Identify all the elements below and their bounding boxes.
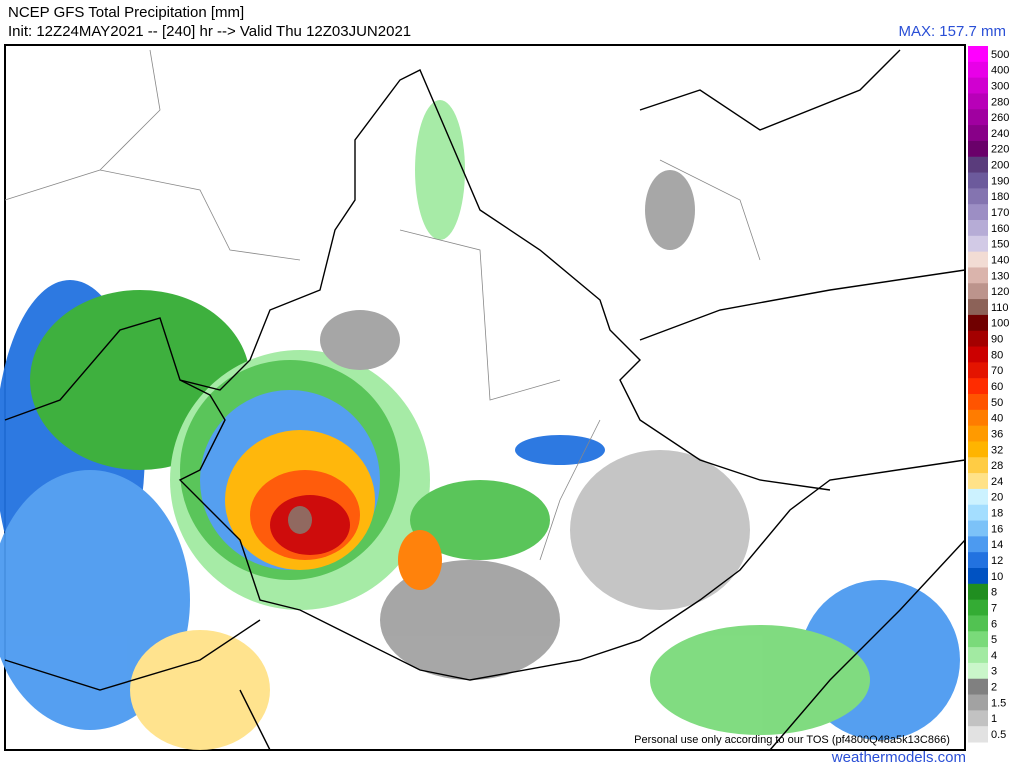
colorbar-swatch bbox=[968, 631, 988, 648]
colorbar-label: 20 bbox=[991, 492, 1003, 504]
colorbar-swatch bbox=[968, 235, 988, 253]
colorbar-swatch bbox=[968, 46, 988, 63]
colorbar-label: 170 bbox=[991, 207, 1009, 219]
colorbar-swatch bbox=[968, 647, 988, 664]
colorbar-label: 40 bbox=[991, 413, 1003, 425]
colorbar-swatch bbox=[968, 283, 988, 300]
colorbar-swatch bbox=[968, 204, 988, 221]
colorbar-swatch bbox=[968, 251, 988, 268]
colorbar-label: 190 bbox=[991, 175, 1009, 187]
colorbar-swatch bbox=[968, 267, 988, 284]
subtitle: Init: 12Z24MAY2021 -- [240] hr --> Valid… bbox=[8, 23, 411, 40]
colorbar-label: 260 bbox=[991, 112, 1009, 124]
colorbar-label: 120 bbox=[991, 286, 1009, 298]
colorbar-label: 14 bbox=[991, 539, 1003, 551]
colorbar: 5004003002802602402202001901801701601501… bbox=[968, 46, 1009, 743]
colorbar-label: 100 bbox=[991, 318, 1009, 330]
colorbar-label: 16 bbox=[991, 523, 1003, 535]
colorbar-label: 12 bbox=[991, 555, 1003, 567]
colorbar-label: 6 bbox=[991, 618, 997, 630]
title: NCEP GFS Total Precipitation [mm] bbox=[8, 4, 244, 21]
colorbar-swatch bbox=[968, 125, 988, 142]
colorbar-swatch bbox=[968, 473, 988, 490]
colorbar-swatch bbox=[968, 583, 988, 601]
colorbar-swatch bbox=[968, 362, 988, 379]
colorbar-label: 400 bbox=[991, 65, 1009, 77]
colorbar-swatch bbox=[968, 61, 988, 79]
colorbar-swatch bbox=[968, 425, 988, 442]
colorbar-label: 160 bbox=[991, 223, 1009, 235]
colorbar-swatch bbox=[968, 188, 988, 205]
colorbar-swatch bbox=[968, 140, 988, 158]
colorbar-swatch bbox=[968, 409, 988, 427]
colorbar-label: 28 bbox=[991, 460, 1003, 472]
colorbar-swatch bbox=[968, 441, 988, 458]
colorbar-label: 3 bbox=[991, 666, 997, 678]
colorbar-label: 80 bbox=[991, 349, 1003, 361]
precip-field bbox=[0, 100, 960, 750]
colorbar-label: 10 bbox=[991, 571, 1003, 583]
colorbar-swatch bbox=[968, 599, 988, 616]
colorbar-swatch bbox=[968, 552, 988, 569]
colorbar-label: 4 bbox=[991, 650, 997, 662]
colorbar-label: 130 bbox=[991, 270, 1009, 282]
colorbar-label: 18 bbox=[991, 508, 1003, 520]
colorbar-swatch bbox=[968, 726, 988, 743]
colorbar-label: 1.5 bbox=[991, 697, 1006, 709]
colorbar-swatch bbox=[968, 520, 988, 537]
colorbar-label: 500 bbox=[991, 49, 1009, 61]
admin-borders bbox=[4, 49, 761, 561]
colorbar-label: 90 bbox=[991, 334, 1003, 346]
colorbar-label: 1 bbox=[991, 713, 997, 725]
colorbar-swatch bbox=[968, 568, 988, 585]
colorbar-swatch bbox=[968, 378, 988, 395]
colorbar-swatch bbox=[968, 330, 988, 348]
colorbar-swatch bbox=[968, 615, 988, 632]
colorbar-swatch bbox=[968, 314, 988, 332]
site-credit: weathermodels.com bbox=[831, 749, 966, 766]
colorbar-swatch bbox=[968, 488, 988, 506]
colorbar-label: 50 bbox=[991, 397, 1003, 409]
colorbar-swatch bbox=[968, 172, 988, 189]
colorbar-label: 180 bbox=[991, 191, 1009, 203]
colorbar-label: 110 bbox=[991, 302, 1009, 314]
colorbar-swatch bbox=[968, 346, 988, 363]
colorbar-label: 150 bbox=[991, 239, 1009, 251]
colorbar-label: 300 bbox=[991, 80, 1009, 92]
colorbar-label: 32 bbox=[991, 444, 1003, 456]
colorbar-label: 70 bbox=[991, 365, 1003, 377]
colorbar-label: 8 bbox=[991, 587, 997, 599]
colorbar-label: 140 bbox=[991, 254, 1009, 266]
colorbar-label: 60 bbox=[991, 381, 1003, 393]
colorbar-swatch bbox=[968, 394, 988, 411]
colorbar-swatch bbox=[968, 678, 988, 696]
colorbar-swatch bbox=[968, 710, 988, 727]
colorbar-swatch bbox=[968, 220, 988, 237]
colorbar-swatch bbox=[968, 156, 988, 174]
colorbar-label: 2 bbox=[991, 682, 997, 694]
colorbar-swatch bbox=[968, 77, 988, 94]
colorbar-swatch bbox=[968, 299, 988, 316]
colorbar-label: 220 bbox=[991, 144, 1009, 156]
colorbar-label: 200 bbox=[991, 160, 1009, 172]
colorbar-label: 0.5 bbox=[991, 729, 1006, 741]
map bbox=[0, 44, 966, 751]
colorbar-label: 280 bbox=[991, 96, 1009, 108]
colorbar-swatch bbox=[968, 93, 988, 110]
colorbar-label: 36 bbox=[991, 428, 1003, 440]
colorbar-swatch bbox=[968, 694, 988, 711]
colorbar-label: 240 bbox=[991, 128, 1009, 140]
colorbar-swatch bbox=[968, 662, 988, 680]
colorbar-swatch bbox=[968, 109, 988, 126]
borders bbox=[4, 49, 966, 751]
tos-note: Personal use only according to our TOS (… bbox=[634, 734, 950, 746]
colorbar-label: 24 bbox=[991, 476, 1003, 488]
colorbar-label: 7 bbox=[991, 602, 997, 614]
colorbar-swatch bbox=[968, 504, 988, 522]
colorbar-label: 5 bbox=[991, 634, 997, 646]
max-label: MAX: 157.7 mm bbox=[898, 23, 1006, 40]
colorbar-swatch bbox=[968, 457, 988, 474]
colorbar-swatch bbox=[968, 536, 988, 553]
